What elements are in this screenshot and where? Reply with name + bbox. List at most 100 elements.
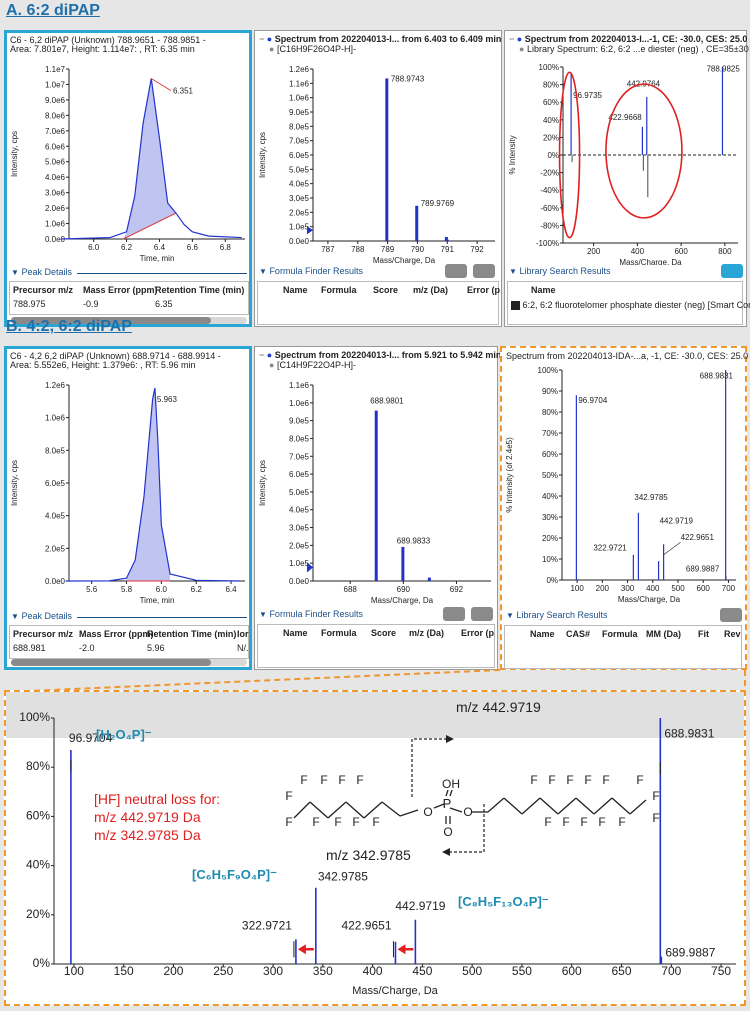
a-xic-pane[interactable]: C6 - 6,2 diPAP (Unknown) 788.9651 - 788.… — [4, 30, 252, 327]
b-formula-settings-button[interactable] — [443, 607, 465, 621]
y-tick-label: -40% — [540, 186, 559, 195]
peak-label-leader — [151, 78, 172, 91]
b-xic-pane[interactable]: C6 - 4,2 6,2 diPAP (Unknown) 688.9714 - … — [4, 346, 252, 670]
x-tick-label: 787 — [321, 245, 335, 254]
x-tick-label: 690 — [397, 585, 411, 594]
y-tick-label: 6.0e5 — [289, 151, 310, 160]
b-formula-h2: Score — [371, 628, 397, 638]
ion-label-h2o4p: [H₂O₄P]⁻ — [96, 727, 152, 742]
y-tick-label: 20% — [542, 534, 558, 543]
a-libsearch-row-text: 6:2, 6:2 fluorotelomer phosphate diester… — [522, 300, 750, 310]
x-tick-label: 5.8 — [121, 585, 133, 594]
x-tick-label: 250 — [213, 964, 233, 978]
fluorine-label: F — [320, 773, 327, 787]
peak-label: 789.9769 — [421, 199, 455, 208]
structure-bond — [521, 797, 541, 815]
a-lib-chart[interactable]: 200 400 600 800 -100% -80% -60% -40% -20% 0% 20% 40… — [505, 55, 746, 265]
y-tick-label: 3.0e5 — [289, 524, 310, 533]
a-lib-title2: Library Spectrum: 6:2, 6:2 ...e diester … — [526, 44, 749, 54]
b-libsearch-h3: MM (Da) — [646, 629, 681, 639]
x-axis-label: Mass/Charge, Da — [618, 595, 681, 604]
b-libsearch-refresh-button[interactable] — [720, 608, 742, 622]
a-xic-chart[interactable]: 6.0 6.2 6.4 6.6 6.8 0.0e0 1.0e6 2.0e6 3.0e6 4.0e6… — [7, 55, 251, 265]
fluorine-label: F — [636, 773, 643, 787]
peak-label: 422.9668 — [608, 113, 642, 122]
x-tick-label: 790 — [411, 245, 425, 254]
y-tick-label: 7.0e5 — [289, 452, 310, 461]
y-axis-label: % Intensity (of 2.4e5) — [505, 437, 514, 513]
y-tick-label: -60% — [540, 204, 559, 213]
a-libsearch-title: Library Search Results — [519, 266, 611, 276]
a-spec-chart[interactable]: 787 788 789 790 791 792 0.0e0 1.0e5 2.0e5 3.0e5 4.… — [255, 55, 501, 265]
y-tick-label: 8.0e5 — [289, 434, 310, 443]
b-xic-title1: C6 - 4,2 6,2 diPAP (Unknown) 688.9714 - … — [10, 351, 221, 361]
x-tick-label: 688 — [344, 585, 358, 594]
b-libsearch-header[interactable]: ▼ Library Search Results — [506, 610, 608, 620]
hydroxyl-label: OH — [442, 777, 460, 791]
y-axis-label: Intensity, cps — [258, 460, 267, 506]
ester-o-right-label: O — [463, 805, 472, 819]
a-libsearch-refresh-button[interactable] — [721, 264, 743, 278]
spectrum-peak — [427, 577, 431, 581]
b-peak-details-title: Peak Details — [21, 611, 72, 621]
section-a-title: A. 6:2 diPAP — [6, 2, 100, 19]
a-spec-pane[interactable]: − ● Spectrum from 202204013-I... from 6.… — [254, 30, 502, 327]
b-peak-scrollthumb[interactable] — [11, 659, 211, 666]
a-formula-refresh-button[interactable] — [473, 264, 495, 278]
y-tick-label: 60% — [542, 450, 558, 459]
a-libsearch-header[interactable]: ▼ Library Search Results — [509, 266, 611, 276]
peak-label: 442.9719 — [395, 899, 445, 913]
peak-label: 322.9721 — [593, 544, 627, 553]
b-formula-refresh-button[interactable] — [471, 607, 493, 621]
a-peak-h1: Mass Error (ppm) — [83, 285, 158, 295]
peak-area-fill — [123, 78, 176, 239]
b-spec-title2-row: ● [C14H9F22O4P-H]- — [269, 360, 356, 370]
x-tick-label: 300 — [263, 964, 283, 978]
a-peak-details-header[interactable]: ▼ Peak Details — [11, 267, 72, 277]
x-tick-label: 200 — [163, 964, 183, 978]
phosphorus-label: P — [443, 796, 452, 811]
b-lib-chart[interactable]: 100 200 300 400 500 600 700 0% 10% 20% 30% 40% 50% 60… — [502, 362, 745, 608]
y-tick-label: 6.0e6 — [45, 142, 66, 151]
xic-trace — [65, 387, 240, 582]
x-tick-label: 700 — [661, 964, 681, 978]
y-tick-label: 1.0e5 — [289, 559, 310, 568]
y-tick-label: 60% — [543, 98, 559, 107]
peak-label: 96.9704 — [578, 396, 607, 405]
b-xic-chart[interactable]: 5.6 5.8 6.0 6.2 6.4 0.0e0 2.0e5 4.0e5 6.0e5 8.0e5… — [7, 371, 251, 609]
y-tick-label: 1.2e6 — [289, 65, 310, 74]
a-formula-header[interactable]: ▼ Formula Finder Results — [259, 266, 363, 276]
zoom-chart[interactable]: 100 150 200 250 300 350 400 450 500 550 600 650 700 7… — [6, 692, 744, 1004]
a-lib-pane[interactable]: − ● Spectrum from 202204013-I...-1, CE: … — [504, 30, 750, 327]
x-axis-label: Mass/Charge, Da — [352, 985, 438, 997]
fluorine-label: F — [562, 815, 569, 829]
x-tick-label: 789 — [381, 245, 395, 254]
y-tick-label: -20% — [540, 169, 559, 178]
x-tick-label: 692 — [450, 585, 464, 594]
b-formula-header[interactable]: ▼ Formula Finder Results — [259, 609, 363, 619]
x-tick-label: 5.6 — [86, 585, 98, 594]
x-tick-label: 100 — [570, 584, 584, 593]
neutral-loss-arrowhead-icon — [297, 944, 306, 955]
zoom-panel: 100 150 200 250 300 350 400 450 500 550 600 650 700 7… — [4, 690, 746, 1006]
x-axis-label: Time, min — [140, 254, 175, 263]
structure-bond — [557, 797, 577, 815]
arrow-left-icon — [442, 848, 450, 856]
y-tick-label: 0% — [33, 956, 51, 970]
a-spec-title1-row: − ● Spectrum from 202204013-I... from 6.… — [259, 34, 502, 44]
x-tick-label: 600 — [674, 247, 688, 256]
a-formula-settings-button[interactable] — [445, 264, 467, 278]
a-libsearch-row[interactable]: 6:2, 6:2 fluorotelomer phosphate diester… — [511, 300, 750, 311]
structure-bond — [629, 799, 647, 815]
x-tick-label: 6.4 — [154, 243, 166, 252]
b-peak-details-header[interactable]: ▼ Peak Details — [11, 611, 72, 621]
b-spec-chart[interactable]: 688 690 692 0.0e0 1.0e5 2.0e5 3.0e5 4.0e5 5.0e5 6… — [255, 371, 497, 607]
peak-label: 422.9651 — [341, 919, 391, 933]
b-peak-v2: 5.96 — [147, 643, 165, 653]
y-tick-label: 9.0e5 — [289, 417, 310, 426]
b-lib-pane[interactable]: Spectrum from 202204013-IDA-...a, -1, CE… — [500, 346, 748, 670]
a-peak-scrollthumb[interactable] — [11, 317, 211, 324]
b-spec-pane[interactable]: − ● Spectrum from 202204013-I... from 5.… — [254, 346, 501, 670]
ester-o-left-label: O — [423, 805, 432, 819]
x-tick-label: 200 — [596, 584, 610, 593]
